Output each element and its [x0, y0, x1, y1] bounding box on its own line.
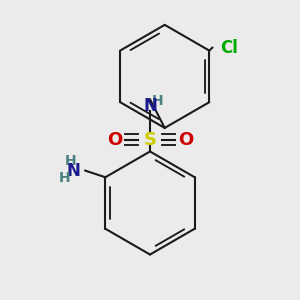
- Text: Cl: Cl: [220, 39, 238, 57]
- Text: S: S: [143, 131, 157, 149]
- Text: H: H: [59, 171, 70, 185]
- Text: H: H: [152, 94, 163, 107]
- Text: N: N: [143, 97, 157, 115]
- Text: O: O: [107, 131, 122, 149]
- Text: O: O: [178, 131, 193, 149]
- Text: H: H: [65, 154, 76, 168]
- Text: N: N: [67, 162, 80, 180]
